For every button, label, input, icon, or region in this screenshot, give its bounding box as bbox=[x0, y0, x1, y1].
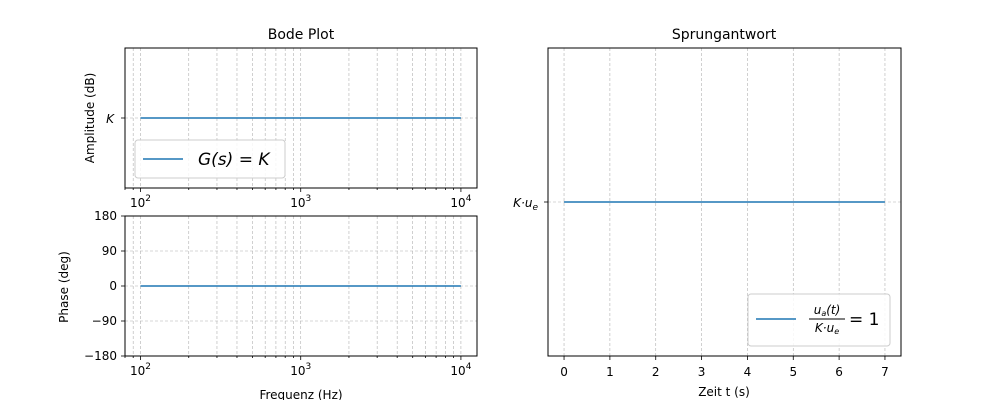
phase-ytick-label: −180 bbox=[84, 349, 117, 363]
step-xtick-label: 3 bbox=[698, 365, 706, 379]
phase-ytick-label: 90 bbox=[102, 244, 117, 258]
phase-xtick-label: 102 bbox=[130, 362, 151, 378]
amplitude-ticks: 102 103 104 bbox=[121, 117, 472, 210]
legend-amplitude-label: G(s) = K bbox=[198, 150, 271, 170]
step-xtick-label: 4 bbox=[744, 365, 752, 379]
amplitude-xtick-label: 103 bbox=[290, 194, 311, 210]
amplitude-axes bbox=[124, 47, 478, 189]
bode-title: Bode Plot bbox=[268, 27, 335, 43]
amplitude-ytick-label: K bbox=[106, 112, 115, 126]
step-xtick-label: 7 bbox=[881, 365, 889, 379]
amplitude-xtick-label: 102 bbox=[130, 194, 151, 210]
legend-amplitude: G(s) = K bbox=[134, 139, 286, 179]
step-axes bbox=[547, 47, 902, 357]
legend-step-label: ua(t) K·ue = 1 bbox=[809, 303, 879, 336]
step-xtick-label: 6 bbox=[835, 365, 843, 379]
svg-text:K·ue: K·ue bbox=[815, 321, 839, 336]
step-ytick-label: K·ue bbox=[513, 196, 538, 213]
step-title: Sprungantwort bbox=[672, 27, 777, 43]
step-xtick-label: 2 bbox=[652, 365, 660, 379]
phase-axes bbox=[124, 215, 478, 357]
amplitude-xtick-label: 104 bbox=[450, 194, 471, 210]
phase-ytick-label: 180 bbox=[94, 209, 117, 223]
step-xtick-label: 0 bbox=[560, 365, 568, 379]
frequency-xlabel: Frequenz (Hz) bbox=[259, 388, 342, 400]
phase-ytick-label: 0 bbox=[109, 279, 117, 293]
step-xtick-label: 1 bbox=[606, 365, 614, 379]
step-ticks: 0 1 2 3 4 5 6 7 bbox=[544, 201, 889, 379]
legend-step: ua(t) K·ue = 1 bbox=[747, 293, 891, 347]
series-lines bbox=[140, 117, 885, 287]
phase-xtick-label: 103 bbox=[290, 362, 311, 378]
svg-text:= 1: = 1 bbox=[849, 310, 879, 330]
phase-xtick-label: 104 bbox=[450, 362, 471, 378]
phase-ticks: 102 103 104 180 90 0 −90 −180 bbox=[84, 209, 472, 378]
phase-ytick-label: −90 bbox=[92, 314, 117, 328]
svg-text:ua(t): ua(t) bbox=[814, 303, 841, 318]
phase-ylabel: Phase (deg) bbox=[57, 251, 71, 323]
amplitude-ylabel: Amplitude (dB) bbox=[83, 73, 97, 164]
time-xlabel: Zeit t (s) bbox=[698, 385, 750, 399]
step-xtick-label: 5 bbox=[789, 365, 797, 379]
